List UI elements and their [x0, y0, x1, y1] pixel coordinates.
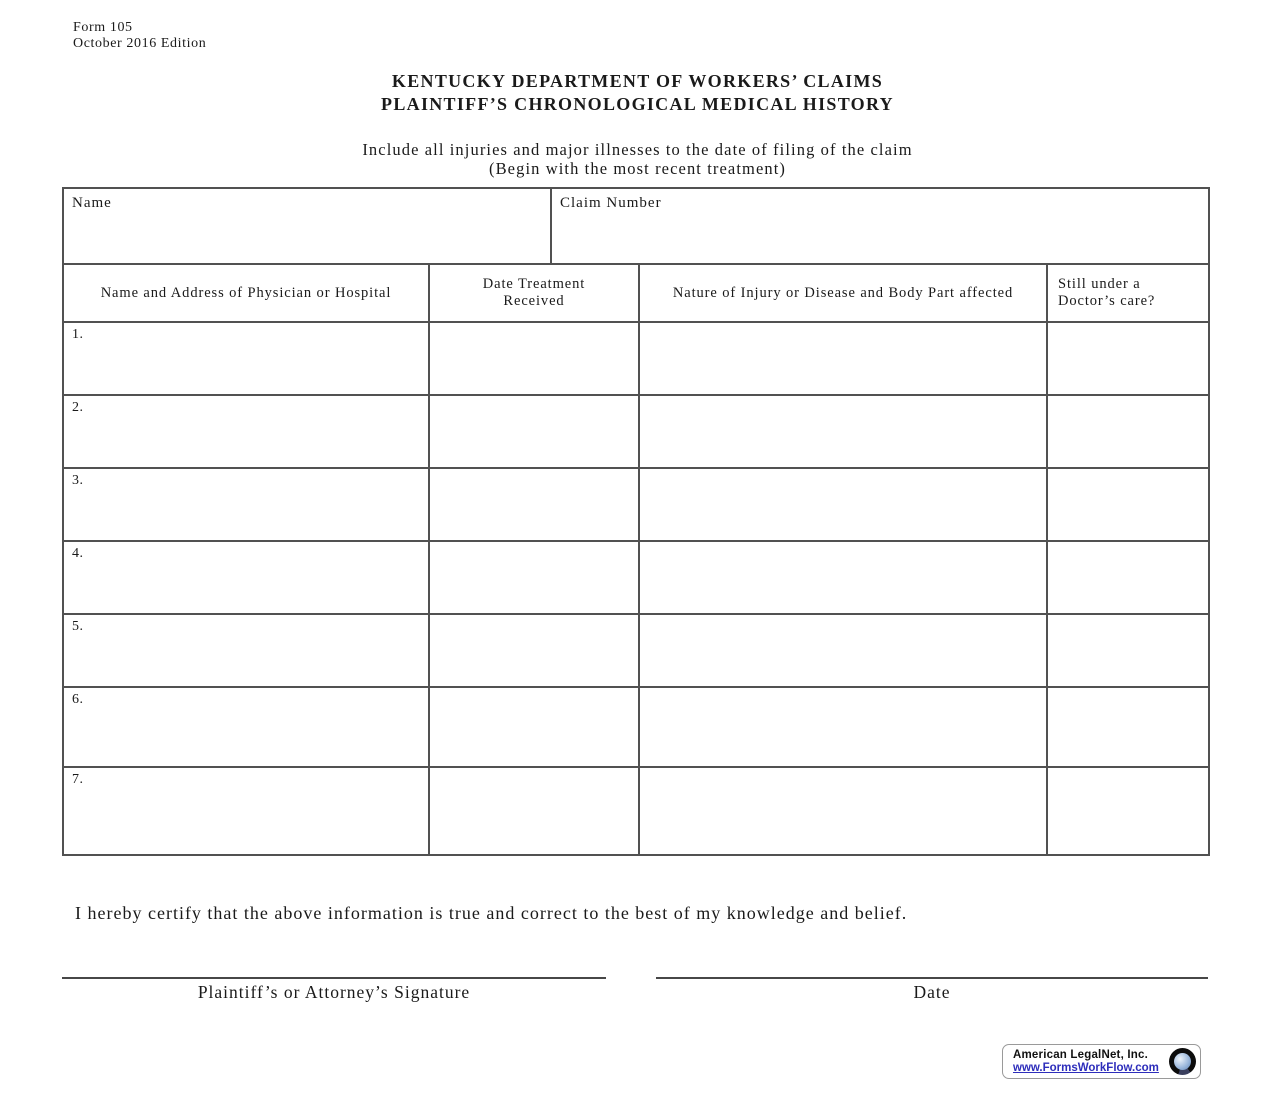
signature-section: Plaintiff’s or Attorney’s Signature Date	[62, 935, 1208, 1003]
nature-cell[interactable]	[638, 686, 1048, 768]
row-number: 1.	[72, 327, 84, 342]
doctors-care-cell[interactable]	[1046, 540, 1210, 615]
date-treatment-cell[interactable]	[428, 467, 640, 542]
date-treatment-cell[interactable]	[428, 321, 640, 396]
doctors-care-cell[interactable]	[1046, 467, 1210, 542]
table-row: 2.	[62, 394, 1210, 469]
form-edition: October 2016 Edition	[73, 36, 207, 51]
date-treatment-cell[interactable]	[428, 613, 640, 688]
instructions: Include all injuries and major illnesses…	[0, 140, 1275, 178]
nature-cell[interactable]	[638, 467, 1048, 542]
page-title-line1: KENTUCKY DEPARTMENT OF WORKERS’ CLAIMS	[391, 71, 884, 91]
page-title-line2: PLAINTIFF’S CHRONOLOGICAL MEDICAL HISTOR…	[381, 94, 894, 114]
nature-cell[interactable]	[638, 540, 1048, 615]
table-row: 1.	[62, 321, 1210, 396]
doctors-care-cell[interactable]	[1046, 321, 1210, 396]
formsworkflow-link[interactable]: www.FormsWorkFlow.com	[1013, 1061, 1159, 1074]
medical-history-table: Name and Address of Physician or Hospita…	[62, 263, 1210, 856]
certification-text: I hereby certify that the above informat…	[75, 903, 908, 923]
table-row: 4.	[62, 540, 1210, 615]
table-row: 7.	[62, 766, 1210, 856]
physician-cell[interactable]: 5.	[62, 613, 430, 688]
table-row: 3.	[62, 467, 1210, 542]
physician-cell[interactable]: 1.	[62, 321, 430, 396]
row-number: 5.	[72, 619, 84, 634]
form-number: Form 105	[73, 20, 133, 35]
header-nature: Nature of Injury or Disease and Body Par…	[638, 263, 1048, 323]
nature-cell[interactable]	[638, 766, 1048, 856]
date-treatment-cell[interactable]	[428, 394, 640, 469]
physician-cell[interactable]: 6.	[62, 686, 430, 768]
claim-number-label: Claim Number	[560, 195, 662, 211]
signature-label: Plaintiff’s or Attorney’s Signature	[197, 982, 471, 1002]
legalnet-company-name: American LegalNet, Inc.	[1013, 1048, 1148, 1061]
table-row: 6.	[62, 686, 1210, 768]
row-number: 7.	[72, 772, 84, 787]
table-header-row: Name and Address of Physician or Hospita…	[62, 263, 1210, 323]
instructions-line2: (Begin with the most recent treatment)	[488, 159, 786, 178]
doctors-care-cell[interactable]	[1046, 394, 1210, 469]
physician-cell[interactable]: 2.	[62, 394, 430, 469]
instructions-line1: Include all injuries and major illnesses…	[362, 140, 913, 159]
header-physician: Name and Address of Physician or Hospita…	[62, 263, 430, 323]
identity-table: Name Claim Number	[62, 187, 1210, 265]
date-treatment-cell[interactable]	[428, 766, 640, 856]
physician-cell[interactable]: 4.	[62, 540, 430, 615]
name-field[interactable]: Name	[62, 187, 552, 265]
date-label: Date	[913, 982, 951, 1002]
date-treatment-cell[interactable]	[428, 686, 640, 768]
header-date-treatment: Date Treatment Received	[428, 263, 640, 323]
form-meta: Form 105 October 2016 Edition	[73, 20, 206, 52]
doctors-care-cell[interactable]	[1046, 686, 1210, 768]
legalnet-globe-icon	[1169, 1048, 1196, 1075]
date-treatment-cell[interactable]	[428, 540, 640, 615]
page-title: KENTUCKY DEPARTMENT OF WORKERS’ CLAIMS P…	[0, 70, 1275, 115]
header-doctors-care: Still under a Doctor’s care?	[1046, 263, 1210, 323]
row-number: 6.	[72, 692, 84, 707]
legalnet-badge: American LegalNet, Inc. www.FormsWorkFlo…	[1002, 1044, 1201, 1079]
nature-cell[interactable]	[638, 321, 1048, 396]
signature-line[interactable]	[62, 977, 606, 979]
row-number: 3.	[72, 473, 84, 488]
row-number: 2.	[72, 400, 84, 415]
nature-cell[interactable]	[638, 613, 1048, 688]
nature-cell[interactable]	[638, 394, 1048, 469]
physician-cell[interactable]: 3.	[62, 467, 430, 542]
name-label: Name	[72, 195, 112, 211]
doctors-care-cell[interactable]	[1046, 766, 1210, 856]
row-number: 4.	[72, 546, 84, 561]
doctors-care-cell[interactable]	[1046, 613, 1210, 688]
physician-cell[interactable]: 7.	[62, 766, 430, 856]
table-row: 5.	[62, 613, 1210, 688]
date-line[interactable]	[656, 977, 1208, 979]
claim-number-field[interactable]: Claim Number	[550, 187, 1210, 265]
